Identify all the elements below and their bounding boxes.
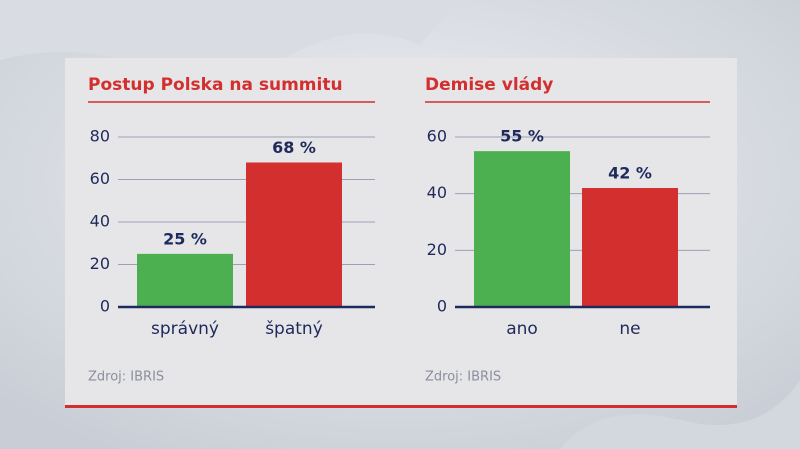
map-shape bbox=[560, 380, 800, 449]
y-tick-label: 0 bbox=[100, 297, 110, 316]
x-tick-label: ano bbox=[506, 319, 538, 339]
source-note: Zdroj: IBRIS bbox=[425, 370, 501, 385]
y-tick-label: 20 bbox=[427, 240, 447, 259]
source-note: Zdroj: IBRIS bbox=[88, 370, 164, 385]
x-tick-label: ne bbox=[619, 319, 640, 339]
y-tick-label: 40 bbox=[427, 183, 447, 202]
x-tick-label: špatný bbox=[265, 319, 323, 339]
bar bbox=[246, 162, 342, 307]
y-tick-label: 40 bbox=[90, 212, 110, 231]
value-label: 42 % bbox=[608, 164, 652, 183]
value-label: 55 % bbox=[500, 127, 544, 146]
bar bbox=[137, 253, 233, 307]
y-tick-label: 0 bbox=[437, 297, 447, 316]
panel-border bbox=[65, 405, 737, 408]
map-shape bbox=[0, 0, 460, 82]
bar bbox=[582, 188, 678, 307]
chart-title: Postup Polska na summitu bbox=[88, 75, 343, 95]
bar bbox=[474, 151, 570, 307]
chart-title: Demise vlády bbox=[425, 75, 553, 95]
y-tick-label: 20 bbox=[90, 254, 110, 273]
value-label: 68 % bbox=[272, 138, 316, 157]
y-tick-label: 60 bbox=[90, 169, 110, 188]
value-label: 25 % bbox=[163, 229, 207, 248]
x-tick-label: správný bbox=[151, 319, 219, 339]
y-tick-label: 80 bbox=[90, 127, 110, 146]
y-tick-label: 60 bbox=[427, 127, 447, 146]
